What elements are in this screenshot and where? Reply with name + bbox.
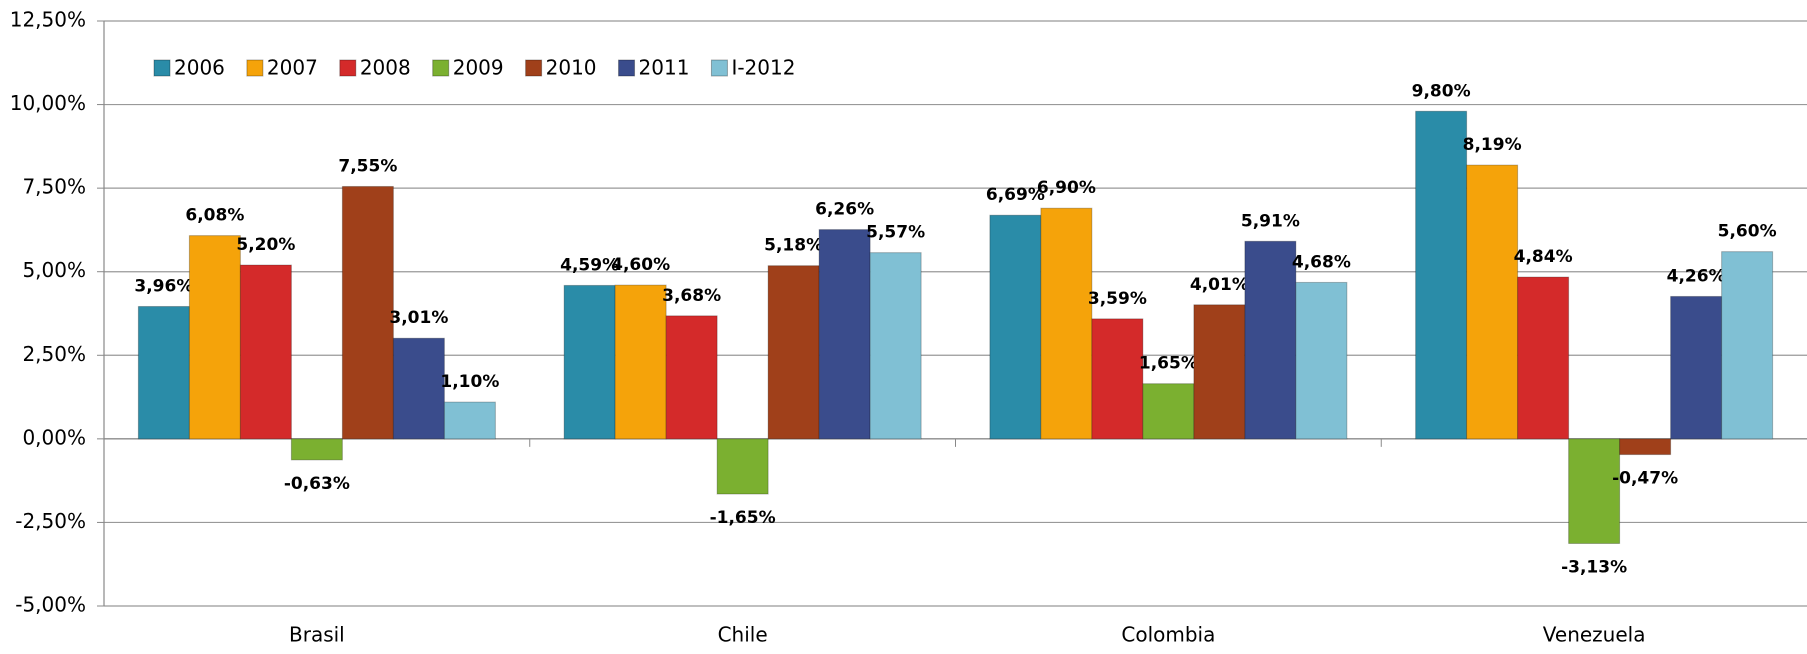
legend-swatch — [432, 59, 450, 77]
legend-swatch — [339, 59, 357, 77]
value-label: -3,13% — [1561, 557, 1627, 577]
y-tick-label: 5,00% — [22, 258, 86, 282]
value-label: 7,55% — [338, 156, 397, 176]
bar — [665, 315, 718, 440]
value-label: 4,01% — [1190, 275, 1249, 295]
bar — [818, 229, 871, 440]
bar — [1193, 304, 1246, 440]
y-tick-label: 7,50% — [22, 175, 86, 199]
y-tick-label: 10,00% — [10, 91, 86, 115]
value-label: 1,10% — [440, 372, 499, 392]
legend-swatch — [153, 59, 171, 77]
value-label: 3,59% — [1088, 289, 1147, 309]
value-label: 5,60% — [1718, 222, 1777, 242]
bar — [1619, 438, 1672, 456]
bar — [1466, 164, 1519, 440]
value-label: 6,90% — [1037, 178, 1096, 198]
bar — [1517, 276, 1570, 440]
value-label: 5,57% — [866, 223, 925, 243]
y-tick-label: -5,00% — [15, 593, 86, 617]
value-label: -0,63% — [284, 474, 350, 494]
bar — [137, 305, 190, 440]
x-tick-label: Colombia — [1121, 623, 1215, 647]
y-tick-label: 2,50% — [22, 342, 86, 366]
legend-swatch — [525, 59, 543, 77]
bar — [614, 284, 667, 440]
y-tick-label: 0,00% — [22, 425, 86, 449]
bar — [1721, 251, 1774, 440]
legend-label: I-2012 — [731, 56, 795, 80]
value-label: -1,65% — [710, 508, 776, 528]
value-label: 1,65% — [1139, 354, 1198, 374]
value-label: 4,84% — [1514, 247, 1573, 267]
bar — [1415, 110, 1468, 440]
value-label: 3,96% — [134, 276, 193, 296]
y-tick-label: 12,50% — [10, 8, 86, 32]
legend-label: 2008 — [360, 56, 411, 80]
bar — [1091, 318, 1144, 440]
legend-label: 2006 — [174, 56, 225, 80]
bar — [1142, 383, 1195, 440]
legend-label: 2009 — [453, 56, 504, 80]
value-label: 4,59% — [560, 255, 619, 275]
value-label: 6,26% — [815, 200, 874, 220]
bar — [767, 265, 820, 440]
bar — [1568, 438, 1621, 544]
legend-swatch — [246, 59, 264, 77]
bar — [239, 264, 292, 440]
value-label: 3,68% — [662, 286, 721, 306]
legend-label: 2010 — [546, 56, 597, 80]
legend-swatch — [618, 59, 636, 77]
bar — [392, 337, 445, 440]
x-tick-label: Venezuela — [1543, 623, 1646, 647]
bar — [341, 185, 394, 440]
value-label: 6,08% — [185, 206, 244, 226]
bar — [716, 438, 769, 495]
value-label: 5,20% — [236, 235, 295, 255]
value-label: 4,26% — [1667, 266, 1726, 286]
value-label: 9,80% — [1412, 81, 1471, 101]
legend-label: 2007 — [267, 56, 318, 80]
value-label: 4,60% — [611, 255, 670, 275]
x-tick-label: Chile — [718, 623, 768, 647]
x-tick-label: Brasil — [289, 623, 345, 647]
bar — [1244, 240, 1297, 440]
bar — [188, 235, 241, 440]
bar — [989, 214, 1042, 440]
bar — [443, 401, 496, 440]
bar — [1670, 295, 1723, 440]
bar — [290, 438, 343, 461]
value-label: 8,19% — [1463, 135, 1522, 155]
bar — [563, 284, 616, 440]
legend-swatch — [710, 59, 728, 77]
bar — [1295, 281, 1348, 440]
value-label: 5,18% — [764, 236, 823, 256]
legend-label: 2011 — [639, 56, 690, 80]
value-label: 4,68% — [1292, 252, 1351, 272]
value-label: -0,47% — [1612, 469, 1678, 489]
value-label: 5,91% — [1241, 211, 1300, 231]
value-label: 6,69% — [986, 185, 1045, 205]
value-label: 3,01% — [389, 308, 448, 328]
bar — [1040, 207, 1093, 440]
bar — [869, 252, 922, 440]
y-tick-label: -2,50% — [15, 509, 86, 533]
